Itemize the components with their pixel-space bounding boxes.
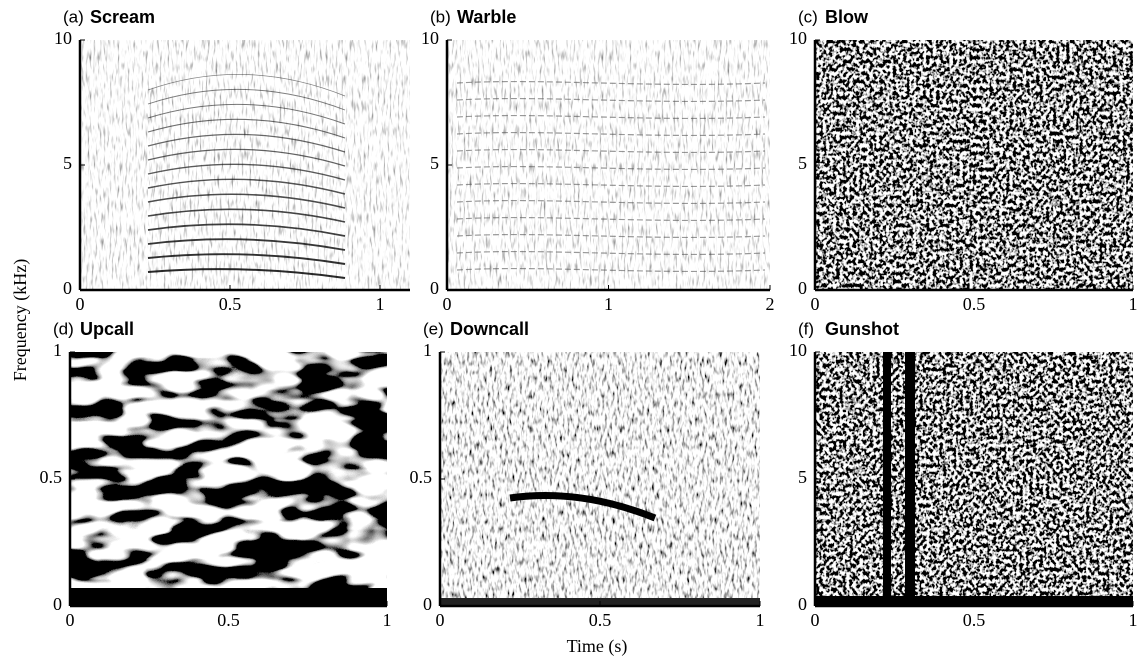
x-tick-label: 1 bbox=[756, 610, 765, 630]
harmonic bbox=[456, 131, 766, 137]
panel-title: Gunshot bbox=[825, 319, 899, 339]
y-tick-label: 1 bbox=[53, 340, 62, 360]
panel-label: (a) bbox=[63, 7, 84, 26]
x-tick-label: 1 bbox=[376, 294, 385, 314]
harmonic bbox=[147, 238, 346, 251]
x-tick-label: 0 bbox=[443, 294, 452, 314]
x-tick-label: 0 bbox=[66, 610, 75, 630]
spectrogram-image bbox=[70, 352, 387, 606]
harmonic bbox=[456, 80, 766, 86]
panel-title: Scream bbox=[90, 7, 155, 27]
harmonic bbox=[456, 148, 766, 154]
y-tick-label: 0 bbox=[423, 594, 432, 614]
panel-label: (c) bbox=[798, 7, 818, 26]
panel: (f) Gunshot 0 5 10 0 0.5 1 bbox=[789, 319, 1138, 630]
y-tick-label: 0.5 bbox=[410, 467, 433, 487]
x-tick-label: 0 bbox=[76, 294, 85, 314]
harmonic bbox=[147, 163, 346, 181]
x-tick-label: 0.5 bbox=[217, 610, 240, 630]
harmonic bbox=[147, 103, 346, 125]
harmonic bbox=[147, 118, 346, 139]
y-tick-label: 5 bbox=[798, 153, 807, 173]
panel-label: (f) bbox=[798, 319, 814, 338]
y-tick-label: 0 bbox=[798, 278, 807, 298]
harmonic bbox=[456, 97, 766, 103]
spectrogram-image bbox=[440, 352, 760, 606]
spectrogram-image bbox=[815, 352, 1133, 606]
x-tick-label: 0 bbox=[811, 294, 820, 314]
y-tick-label: 5 bbox=[63, 153, 72, 173]
panel-label: (d) bbox=[53, 319, 74, 338]
y-tick-label: 0 bbox=[63, 278, 72, 298]
y-tick-label: 0.5 bbox=[40, 467, 63, 487]
shot bbox=[883, 352, 891, 606]
panel-title: Warble bbox=[457, 7, 516, 27]
panel: (e) Downcall 0 0.5 1 0 0.5 1 bbox=[410, 319, 765, 630]
y-tick-label: 5 bbox=[798, 467, 807, 487]
x-tick-label: 0.5 bbox=[219, 294, 242, 314]
harmonic bbox=[147, 208, 346, 223]
panel: (c) Blow 0 5 10 0 0.5 1 bbox=[789, 7, 1138, 314]
panel-title: Upcall bbox=[80, 319, 134, 339]
y-axis-label: Frequency (kHz) bbox=[10, 259, 31, 381]
x-tick-label: 2 bbox=[766, 294, 775, 314]
panel-label: (b) bbox=[430, 7, 451, 26]
harmonic bbox=[456, 233, 766, 239]
harmonic bbox=[147, 148, 346, 167]
harmonic bbox=[147, 133, 346, 153]
harmonic bbox=[456, 216, 766, 222]
harmonic bbox=[147, 223, 346, 237]
harmonic bbox=[147, 73, 346, 97]
harmonic bbox=[147, 88, 346, 111]
x-tick-label: 0.5 bbox=[589, 610, 612, 630]
harmonic bbox=[456, 267, 766, 273]
x-tick-label: 1 bbox=[604, 294, 613, 314]
x-tick-label: 1 bbox=[1129, 294, 1138, 314]
band bbox=[70, 588, 387, 606]
call-contour bbox=[509, 492, 657, 522]
harmonic bbox=[147, 253, 346, 265]
x-tick-label: 0.5 bbox=[963, 610, 986, 630]
panel-title: Downcall bbox=[450, 319, 529, 339]
harmonic bbox=[456, 165, 766, 171]
harmonic bbox=[147, 193, 346, 209]
harmonic bbox=[456, 114, 766, 120]
y-tick-label: 10 bbox=[421, 28, 439, 48]
panel-label: (e) bbox=[423, 319, 444, 338]
x-tick-label: 1 bbox=[1129, 610, 1138, 630]
x-axis-label: Time (s) bbox=[567, 636, 628, 657]
y-tick-label: 10 bbox=[789, 340, 807, 360]
panel-title: Blow bbox=[825, 7, 869, 27]
harmonic bbox=[147, 178, 346, 195]
harmonic bbox=[456, 182, 766, 188]
spectrogram-image bbox=[815, 40, 1133, 290]
harmonic bbox=[147, 268, 346, 279]
y-tick-label: 10 bbox=[54, 28, 72, 48]
x-tick-label: 1 bbox=[383, 610, 392, 630]
x-tick-label: 0.5 bbox=[963, 294, 986, 314]
panel: (d) Upcall 0 0.5 1 0 0.5 1 bbox=[40, 319, 392, 630]
y-tick-label: 1 bbox=[423, 340, 432, 360]
harmonic bbox=[456, 250, 766, 256]
y-tick-label: 0 bbox=[430, 278, 439, 298]
harmonic bbox=[456, 199, 766, 205]
y-tick-label: 0 bbox=[798, 594, 807, 614]
x-tick-label: 0 bbox=[811, 610, 820, 630]
panel: (b) Warble 0 5 10 0 1 2 bbox=[421, 7, 775, 314]
spectrogram-image bbox=[447, 40, 770, 290]
panel: (a) Scream 0 5 10 0 0.5 1 bbox=[54, 7, 410, 314]
y-tick-label: 10 bbox=[789, 28, 807, 48]
y-tick-label: 0 bbox=[53, 594, 62, 614]
x-tick-label: 0 bbox=[436, 610, 445, 630]
y-tick-label: 5 bbox=[430, 153, 439, 173]
shot bbox=[905, 352, 915, 606]
